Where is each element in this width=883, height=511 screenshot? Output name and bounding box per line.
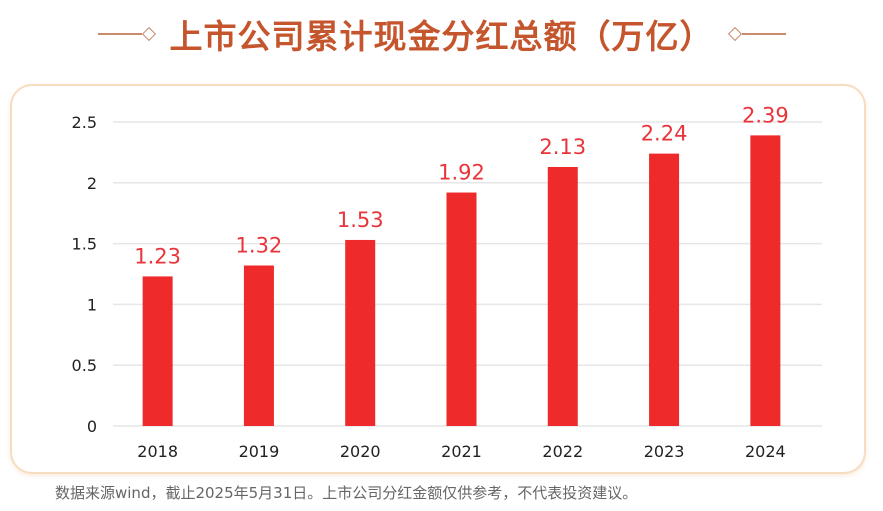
y-tick-label: 0 [87, 417, 97, 436]
data-label: 2.24 [641, 122, 688, 146]
y-tick-label: 1.5 [72, 235, 97, 254]
right-ornament [727, 26, 786, 42]
y-tick-label: 1 [87, 295, 97, 314]
x-tick-label: 2021 [441, 442, 482, 461]
data-label: 1.92 [438, 161, 485, 185]
bar [750, 135, 781, 426]
x-tick-label: 2019 [239, 442, 280, 461]
data-label: 2.13 [539, 135, 586, 159]
data-label: 1.32 [236, 233, 283, 257]
data-label: 1.23 [134, 244, 181, 268]
title-bar: 上市公司累计现金分红总额（万亿） [0, 6, 883, 62]
chart-card [10, 84, 866, 474]
bar [547, 166, 578, 426]
y-tick-label: 0.5 [72, 356, 97, 375]
bar [446, 192, 477, 426]
left-ornament [97, 26, 156, 42]
chart-title: 上市公司累计现金分红总额（万亿） [169, 17, 714, 56]
bar [243, 265, 274, 426]
bar [142, 276, 173, 426]
x-tick-label: 2020 [340, 442, 381, 461]
y-tick-label: 2 [87, 174, 97, 193]
y-tick-label: 2.5 [72, 113, 97, 132]
x-tick-label: 2018 [137, 442, 178, 461]
footer-note: 数据来源wind，截止2025年5月31日。上市公司分红金额仅供参考，不代表投资… [55, 484, 638, 502]
data-label: 2.39 [742, 103, 789, 127]
x-tick-label: 2023 [644, 442, 685, 461]
bar [345, 239, 376, 426]
x-tick-label: 2022 [542, 442, 583, 461]
bar [649, 153, 680, 426]
data-label: 1.53 [337, 208, 384, 232]
x-tick-label: 2024 [745, 442, 786, 461]
